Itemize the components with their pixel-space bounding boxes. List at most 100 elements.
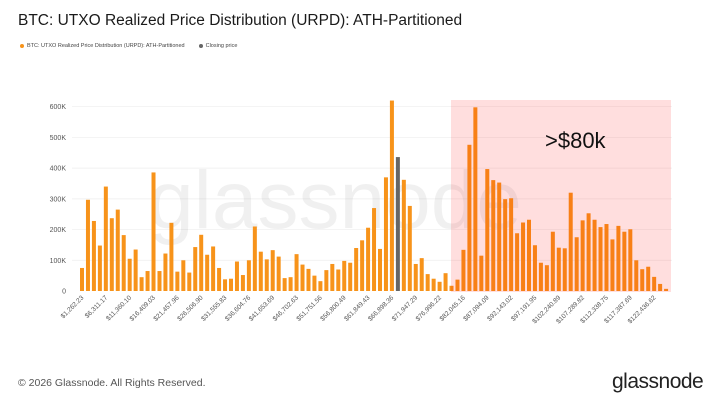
- bar: [449, 285, 454, 291]
- bar: [127, 258, 132, 291]
- y-tick-label: 300K: [50, 196, 67, 203]
- bar: [109, 218, 114, 291]
- bar: [163, 253, 168, 291]
- bar: [199, 234, 204, 291]
- bar: [628, 229, 633, 291]
- orange-dot-icon: [20, 43, 24, 48]
- bar: [622, 231, 627, 291]
- bar: [80, 267, 84, 291]
- bar: [550, 231, 555, 291]
- bar: [348, 262, 353, 291]
- bar: [503, 199, 508, 291]
- bar: [401, 179, 406, 291]
- bar: [205, 254, 210, 291]
- watermark: glassnode: [148, 155, 522, 246]
- legend-label: Closing price: [205, 43, 238, 49]
- bar: [467, 144, 472, 291]
- bar: [598, 227, 603, 291]
- bar: [342, 260, 347, 291]
- bar: [366, 227, 371, 291]
- bar: [139, 277, 144, 291]
- legend-item-urpd[interactable]: BTC: UTXO Realized Price Distribution (U…: [20, 43, 185, 49]
- bar: [306, 268, 311, 291]
- bar: [324, 270, 329, 291]
- bar: [473, 107, 478, 291]
- bar: [604, 224, 609, 291]
- bar: [115, 209, 120, 291]
- bar: [586, 213, 591, 291]
- bar: [389, 100, 394, 291]
- highlight-region: [451, 100, 671, 292]
- bar: [276, 256, 281, 291]
- highlight-label: >$80k: [545, 128, 607, 153]
- bar: [485, 169, 490, 291]
- bar: [527, 219, 531, 291]
- bar: [419, 258, 424, 291]
- bar: [288, 277, 293, 291]
- bar: [246, 260, 251, 291]
- bar: [354, 247, 359, 291]
- bar: [145, 271, 150, 291]
- bar: [431, 278, 436, 291]
- gray-dot-icon: [198, 43, 203, 48]
- bar: [282, 278, 287, 291]
- bar: [568, 192, 573, 291]
- bar: [97, 245, 102, 291]
- chart: 0 100K 200K 300K 400K 500K 600K glassnode >$80k $…: [50, 100, 672, 325]
- bar: [610, 239, 615, 291]
- bar: [640, 269, 645, 291]
- bar: [646, 266, 651, 291]
- y-tick-label: 600K: [50, 104, 67, 111]
- copyright: © 2026 Glassnode. All Rights Reserved.: [18, 377, 206, 389]
- bar: [544, 265, 549, 291]
- bar: [252, 226, 257, 291]
- bar: [318, 281, 323, 291]
- bar: [413, 263, 418, 291]
- bar: [383, 177, 388, 291]
- bar: [491, 180, 496, 291]
- bar: [103, 186, 108, 291]
- bar: [634, 260, 639, 291]
- bar: [592, 219, 597, 291]
- bar: [538, 262, 543, 291]
- bar: [157, 271, 162, 291]
- bar: [461, 249, 466, 291]
- bar: [187, 272, 192, 291]
- glassnode-logo: glassnode: [612, 370, 704, 393]
- bar: [85, 199, 90, 291]
- bar: [556, 247, 561, 291]
- bar: [658, 283, 663, 291]
- bar: [652, 276, 657, 291]
- bar: [133, 249, 138, 291]
- legend: BTC: UTXO Realized Price Distribution (U…: [20, 43, 237, 49]
- bar: [300, 264, 305, 291]
- y-tick-label: 200K: [50, 227, 67, 234]
- y-tick-label: 0: [62, 289, 66, 296]
- bar: [521, 222, 526, 291]
- bar: [580, 220, 585, 291]
- bar: [175, 271, 180, 291]
- bar: [151, 172, 156, 291]
- bar: [574, 237, 579, 291]
- bar: [479, 255, 484, 291]
- bar: [211, 246, 216, 291]
- bar: [264, 259, 269, 291]
- bar: [443, 273, 448, 291]
- y-tick-label: 100K: [50, 258, 67, 265]
- bar: [223, 279, 228, 291]
- bar: [181, 260, 186, 291]
- closing-price-bar: [395, 157, 400, 291]
- legend-item-closing-price[interactable]: Closing price: [198, 43, 238, 49]
- bar: [497, 182, 502, 291]
- bar: [562, 248, 567, 291]
- bar: [455, 279, 460, 291]
- bar: [336, 269, 341, 291]
- bar: [312, 275, 317, 291]
- bar: [234, 261, 239, 291]
- bar: [407, 205, 412, 291]
- x-tick-label: $1,262.23: [60, 294, 86, 320]
- y-tick-label: 500K: [50, 135, 67, 142]
- legend-label: BTC: UTXO Realized Price Distribution (U…: [27, 43, 185, 49]
- bar: [378, 248, 382, 291]
- bar: [229, 278, 233, 291]
